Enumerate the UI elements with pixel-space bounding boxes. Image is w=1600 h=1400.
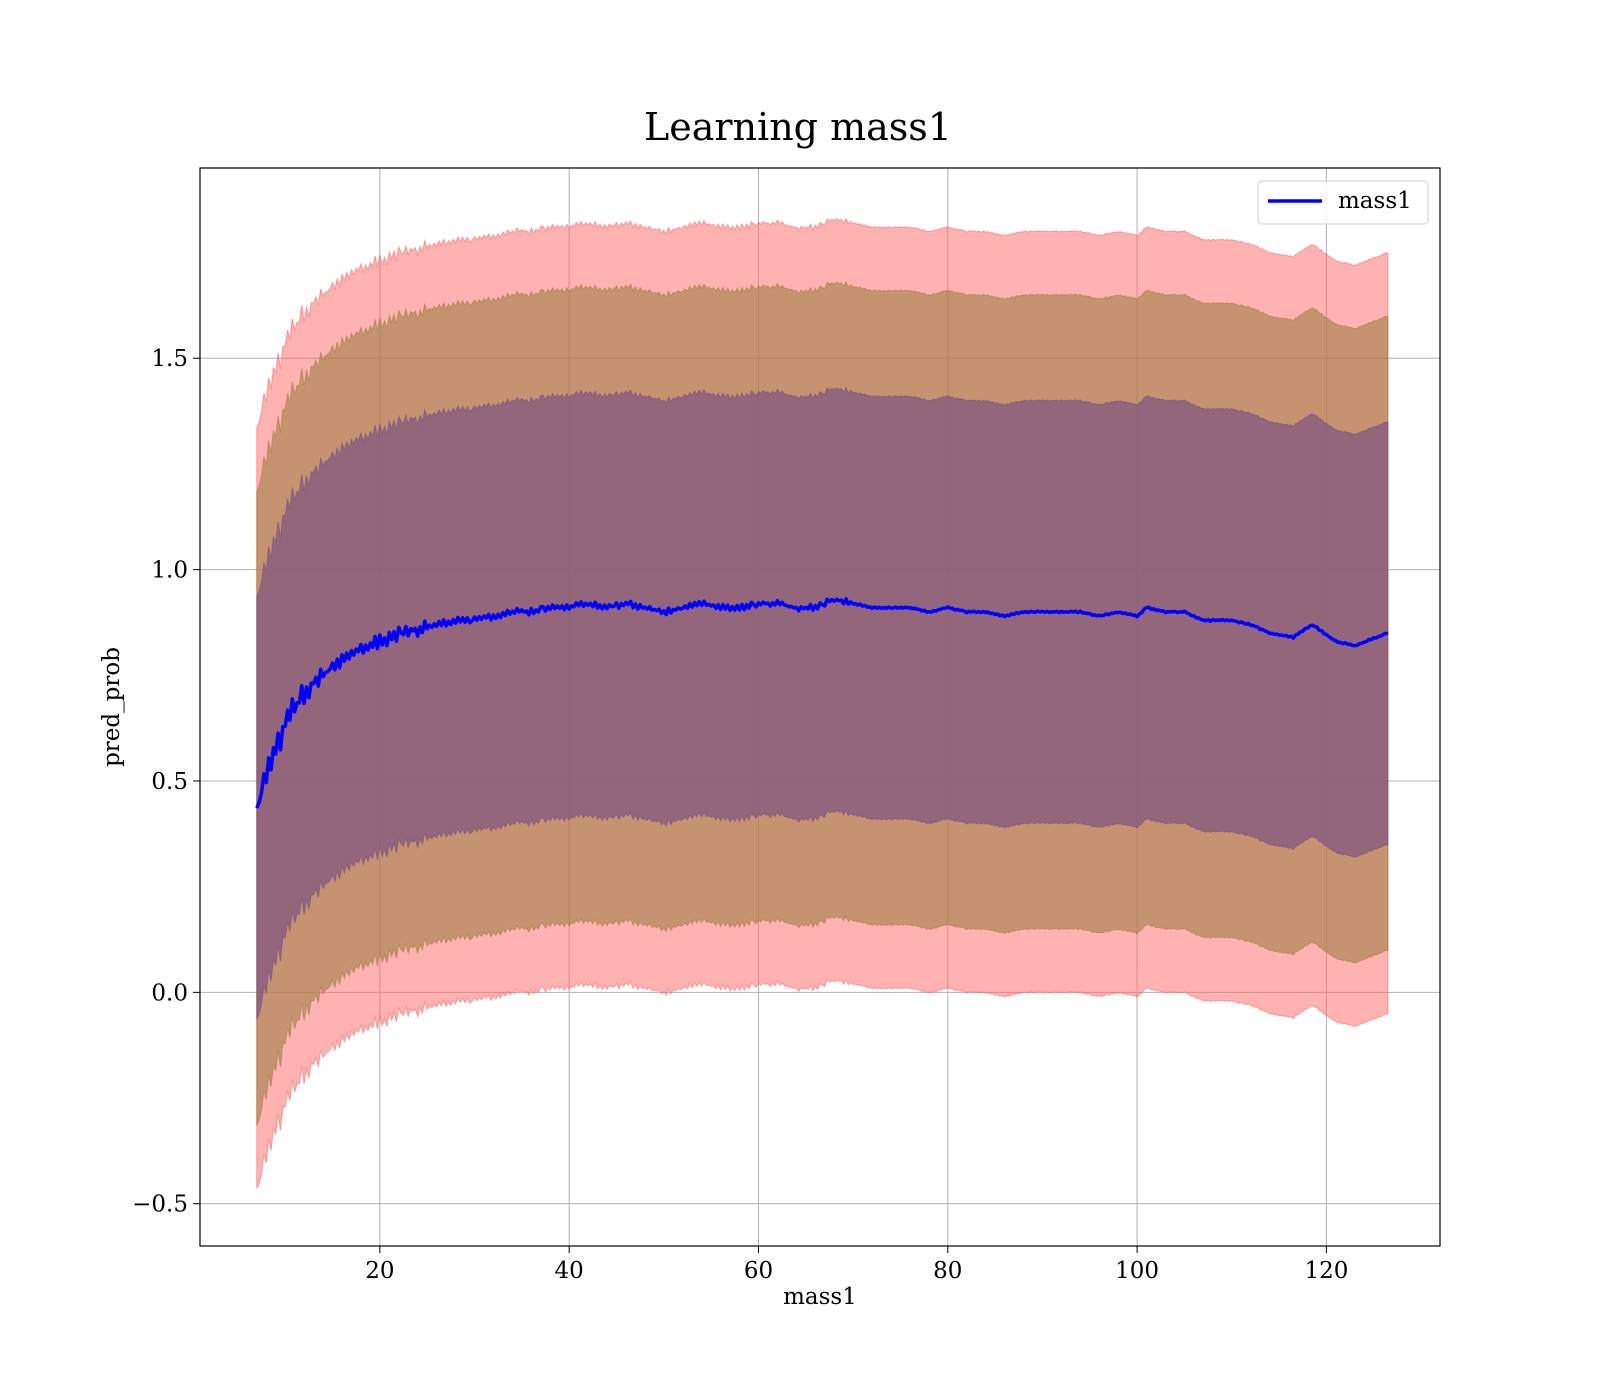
chart-title: Learning mass1 bbox=[644, 105, 952, 149]
y-tick-label: 0.0 bbox=[151, 980, 188, 1006]
legend-label: mass1 bbox=[1338, 188, 1412, 214]
y-axis-label: pred_prob bbox=[99, 647, 125, 767]
x-axis-label: mass1 bbox=[783, 1284, 857, 1310]
y-tick-label: 1.5 bbox=[151, 346, 188, 372]
band-inner bbox=[256, 386, 1389, 1020]
x-tick-label: 60 bbox=[744, 1258, 773, 1284]
legend: mass1 bbox=[1257, 180, 1429, 225]
x-tick-label: 120 bbox=[1304, 1258, 1348, 1284]
legend-box bbox=[1257, 180, 1429, 225]
y-tick-label: 1.0 bbox=[151, 558, 188, 584]
x-tick-label: 80 bbox=[933, 1258, 962, 1284]
confidence-bands bbox=[256, 217, 1389, 1189]
plot-frame bbox=[199, 167, 1441, 1247]
x-tick-label: 40 bbox=[555, 1258, 584, 1284]
ticks: 20 40 60 80 100 120 −0.5 0.0 0.5 1.0 1.5 bbox=[132, 346, 1348, 1284]
series-layer bbox=[255, 597, 1389, 811]
x-tick-label: 20 bbox=[365, 1258, 394, 1284]
series-line-mass1 bbox=[255, 597, 1389, 809]
y-tick-label: −0.5 bbox=[132, 1192, 188, 1218]
x-tick-label: 100 bbox=[1115, 1258, 1159, 1284]
y-tick-label: 0.5 bbox=[151, 769, 188, 795]
